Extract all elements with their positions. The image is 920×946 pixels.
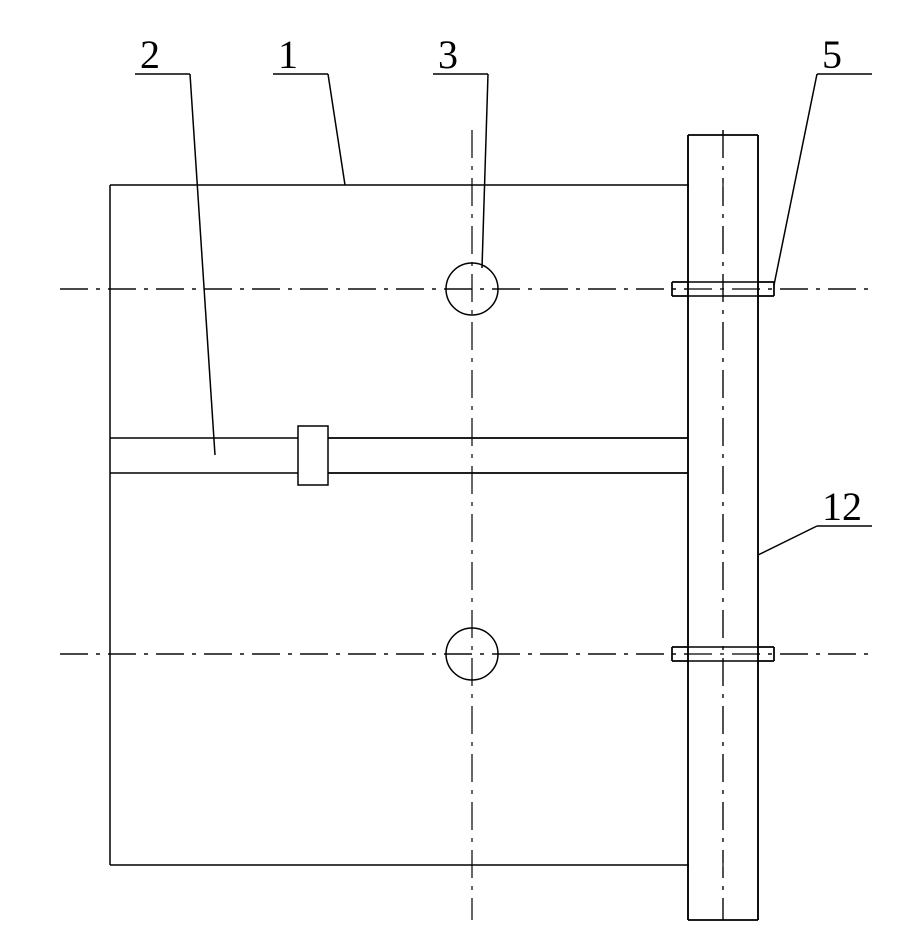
svg-text:1: 1: [278, 32, 298, 77]
svg-text:3: 3: [438, 32, 458, 77]
svg-text:2: 2: [140, 32, 160, 77]
svg-text:12: 12: [822, 484, 862, 529]
svg-text:5: 5: [822, 32, 842, 77]
